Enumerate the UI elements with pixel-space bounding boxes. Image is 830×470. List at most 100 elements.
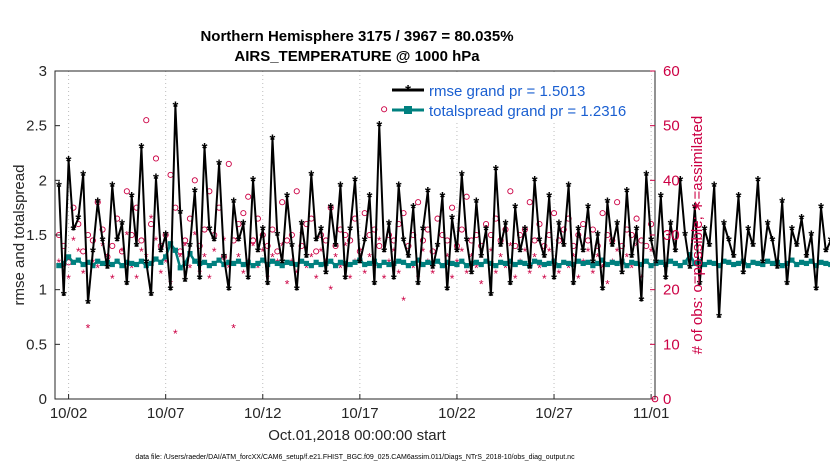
obs-assimilated-point: * xyxy=(513,272,518,286)
rmse-point: * xyxy=(527,260,533,277)
totalspread-point xyxy=(124,259,130,265)
obs-assimilated-point: * xyxy=(280,239,285,253)
rmse-point: * xyxy=(308,167,314,184)
totalspread-point xyxy=(347,261,353,268)
totalspread-point xyxy=(226,259,232,265)
totalspread-point xyxy=(425,259,431,265)
rmse-point: * xyxy=(270,131,276,148)
totalspread-point xyxy=(687,252,693,258)
rmse-point: * xyxy=(692,200,698,217)
totalspread-point xyxy=(658,259,664,265)
totalspread-point xyxy=(454,261,460,268)
rmse-point: * xyxy=(711,178,717,195)
totalspread-point xyxy=(614,260,620,267)
rmse-point: * xyxy=(221,249,227,266)
rmse-point: * xyxy=(357,255,363,272)
left-tick-label: 3 xyxy=(39,63,47,80)
obs-assimilated-point: * xyxy=(71,234,76,248)
rmse-point: * xyxy=(745,222,751,239)
right-tick-label: 50 xyxy=(663,118,680,135)
obs-assimilated-point: * xyxy=(591,267,596,281)
totalspread-point xyxy=(70,259,77,265)
rmse-point: * xyxy=(177,206,183,223)
rmse-point: * xyxy=(765,217,771,234)
totalspread-point xyxy=(255,260,261,267)
rmse-point: * xyxy=(629,249,635,266)
totalspread-point xyxy=(813,263,819,269)
obs-assimilated-point: * xyxy=(493,267,498,281)
obs-assimilated-point: * xyxy=(401,294,406,308)
obs-possible-point xyxy=(99,226,106,233)
chart-title-line2: AIRS_TEMPERATURE @ 1000 hPa xyxy=(234,48,480,65)
rmse-point: * xyxy=(105,260,111,277)
obs-assimilated-point: * xyxy=(163,256,168,270)
rmse-series: * * * * * * * * * * * * * * * * * * * * * * * * * * * * * * * * * * * * * * * *… xyxy=(56,98,830,327)
totalspread-point xyxy=(803,260,810,267)
totalspread-point xyxy=(769,260,776,267)
obs-assimilated-point: * xyxy=(309,250,314,264)
rmse-point: * xyxy=(362,233,368,250)
rmse-point: * xyxy=(216,156,222,173)
rmse-point: * xyxy=(250,173,256,190)
totalspread-point xyxy=(274,260,280,267)
obs-assimilated-point: * xyxy=(348,272,353,286)
totalspread-point xyxy=(410,260,416,267)
rmse-point: * xyxy=(56,178,62,195)
obs-assimilated-point: * xyxy=(91,256,96,270)
totalspread-point xyxy=(590,263,596,269)
totalspread-point xyxy=(231,260,237,267)
obs-assimilated-point: * xyxy=(314,272,319,286)
rmse-point: * xyxy=(818,200,824,217)
totalspread-point xyxy=(133,261,140,268)
obs-assimilated-point: * xyxy=(557,267,562,281)
totalspread-point xyxy=(221,261,227,268)
rmse-point: * xyxy=(396,178,402,195)
totalspread-point xyxy=(629,259,635,265)
obs-assimilated-point: * xyxy=(270,250,275,264)
rmse-point: * xyxy=(114,233,120,250)
totalspread-point xyxy=(711,260,717,267)
obs-assimilated-point: * xyxy=(231,321,236,335)
rmse-point: * xyxy=(415,277,421,294)
y-axis-right-label: # of obs: o=possible; ∗=assimilated xyxy=(689,116,706,355)
obs-assimilated-point: * xyxy=(600,261,605,275)
rmse-point: * xyxy=(634,222,640,239)
totalspread-point xyxy=(250,263,256,269)
totalspread-point xyxy=(648,263,654,269)
obs-assimilated-point: * xyxy=(586,245,591,259)
totalspread-point xyxy=(779,263,785,269)
obs-assimilated-point: * xyxy=(576,272,581,286)
totalspread-point xyxy=(405,263,411,269)
rmse-point: * xyxy=(449,211,455,228)
obs-possible-point xyxy=(152,155,160,162)
obs-assimilated-point: * xyxy=(154,234,159,248)
rmse-point: * xyxy=(410,200,416,217)
totalspread-point xyxy=(434,258,441,264)
right-tick-label: 30 xyxy=(663,227,680,244)
rmse-point: * xyxy=(517,244,523,261)
rmse-point: * xyxy=(158,244,164,261)
right-tick-label: 60 xyxy=(663,63,680,80)
rmse-point: * xyxy=(75,211,81,228)
totalspread-point xyxy=(633,260,640,267)
totalspread-point xyxy=(172,247,178,253)
rmse-point: * xyxy=(731,249,737,266)
left-tick-label: 0.5 xyxy=(26,336,47,353)
x-axis-label: Oct.01,2018 00:00:00 start xyxy=(268,427,446,444)
obs-assimilated-point: * xyxy=(192,229,197,243)
totalspread-point xyxy=(216,257,222,263)
totalspread-point xyxy=(546,260,552,267)
rmse-point: * xyxy=(483,222,489,239)
legend: * rmse grand pr = 1.5013 totalspread gra… xyxy=(389,75,651,121)
obs-assimilated-point: * xyxy=(129,261,134,275)
legend-rmse-label: rmse grand pr = 1.5013 xyxy=(429,83,585,100)
totalspread-point xyxy=(114,258,120,264)
rmse-point: * xyxy=(289,238,295,255)
totalspread-point xyxy=(313,259,319,265)
left-tick-label: 0 xyxy=(39,391,47,408)
obs-possible-point xyxy=(240,210,247,217)
obs-possible-point xyxy=(614,199,621,206)
totalspread-point xyxy=(459,258,465,264)
obs-assimilated-point: * xyxy=(503,261,508,275)
